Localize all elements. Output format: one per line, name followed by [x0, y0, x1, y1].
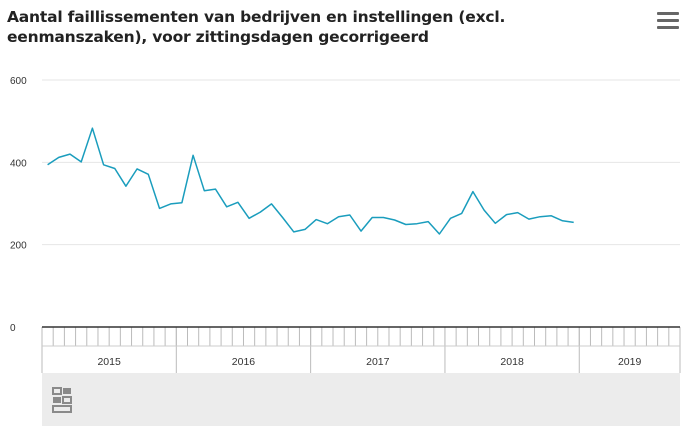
y-tick-label: 0 [10, 323, 16, 334]
y-tick-label: 600 [10, 76, 27, 87]
chart-title: Aantal faillissementen van bedrijven en … [7, 8, 506, 46]
series-line [47, 127, 574, 235]
hamburger-menu-icon[interactable] [657, 12, 679, 30]
cbs-logo-icon [50, 386, 74, 414]
y-tick-label: 200 [10, 241, 27, 252]
x-year-label: 2018 [500, 356, 524, 368]
x-year-label: 2017 [366, 356, 390, 368]
axis-band [42, 327, 680, 373]
x-year-label: 2019 [618, 356, 642, 368]
x-year-label: 2016 [232, 356, 256, 368]
y-tick-label: 400 [10, 158, 27, 169]
x-year-label: 2015 [97, 356, 121, 368]
